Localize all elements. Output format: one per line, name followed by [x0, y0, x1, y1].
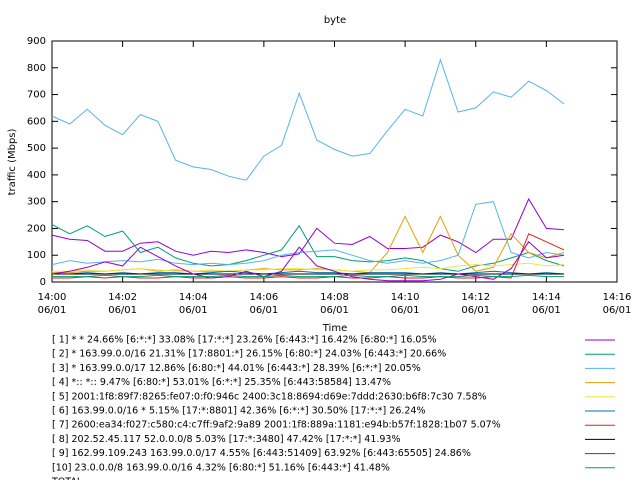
y-tick-label: 500 — [27, 143, 46, 154]
x-tick-label: 14:14 — [532, 292, 561, 303]
x-tick-label: 14:08 — [320, 292, 349, 303]
x-tick-date: 06/01 — [320, 305, 349, 316]
legend-label: [ 3] * 163.99.0.0/17 12.86% [6:80:*] 44.… — [52, 363, 421, 374]
y-axis-label: traffic (Mbps) — [7, 128, 18, 195]
x-tick-label: 14:04 — [179, 292, 208, 303]
series-line — [52, 274, 564, 278]
x-tick-label: 14:02 — [108, 292, 137, 303]
legend-label: [ 7] 2600:ea34:f027:c580:c4:c7ff:9af2:9a… — [52, 420, 501, 431]
series-line — [51, 201, 565, 266]
series-line — [51, 58, 565, 181]
y-tick-label: 900 — [27, 36, 46, 47]
x-tick-date: 06/01 — [179, 305, 208, 316]
y-tick-label: 200 — [27, 223, 46, 234]
x-axis-label: Time — [322, 323, 347, 334]
series-line — [51, 197, 565, 258]
y-tick-label: 600 — [27, 116, 46, 127]
y-tick-label: 100 — [27, 250, 46, 261]
legend-label: [ 1] * * 24.66% [6:*:*] 33.08% [17:*:*] … — [52, 335, 437, 346]
legend-label: [ 6] 163.99.0.0/16 * 5.15% [17:*:8801] 4… — [52, 406, 426, 417]
legend-label: [ 8] 202.52.45.117 52.0.0.0/8 5.03% [17:… — [52, 434, 401, 445]
y-tick-label: 800 — [27, 63, 46, 74]
legend-label: [ 4] *:: *:: 9.47% [6:80:*] 53.01% [6:*:… — [52, 377, 391, 388]
x-tick-label: 14:12 — [461, 292, 490, 303]
series-line — [52, 233, 565, 279]
x-tick-date: 06/01 — [38, 305, 67, 316]
x-tick-label: 14:10 — [391, 292, 420, 303]
y-tick-label: 300 — [27, 197, 46, 208]
x-tick-date: 06/01 — [603, 305, 632, 316]
x-tick-date: 06/01 — [391, 305, 420, 316]
series-line — [52, 262, 565, 272]
legend-label: [ 9] 162.99.109.243 163.99.0.0/17 4.55% … — [52, 448, 471, 459]
x-tick-label: 14:00 — [38, 292, 67, 303]
y-tick-label: 0 — [40, 277, 46, 288]
legend-label: [ 5] 2001:1f8:89f7:8265:fe07:0:f0:946c 2… — [52, 391, 487, 402]
plot-frame — [51, 40, 618, 283]
x-tick-label: 14:06 — [249, 292, 278, 303]
y-tick-label: 700 — [27, 90, 46, 101]
legend-label: [10] 23.0.0.0/8 163.99.0.0/16 4.32% [6:8… — [52, 462, 390, 473]
series-line — [51, 241, 565, 282]
legend-label: TOTAL — [51, 477, 83, 480]
x-tick-label: 14:16 — [603, 292, 632, 303]
x-tick-date: 06/01 — [108, 305, 137, 316]
series-line — [51, 223, 565, 272]
x-tick-date: 06/01 — [249, 305, 278, 316]
x-tick-date: 06/01 — [461, 305, 490, 316]
chart-title: byte — [324, 15, 346, 26]
x-tick-date: 06/01 — [532, 305, 561, 316]
y-tick-label: 400 — [27, 170, 46, 181]
legend-label: [ 2] * 163.99.0.0/16 21.31% [17:8801:*] … — [52, 349, 446, 360]
